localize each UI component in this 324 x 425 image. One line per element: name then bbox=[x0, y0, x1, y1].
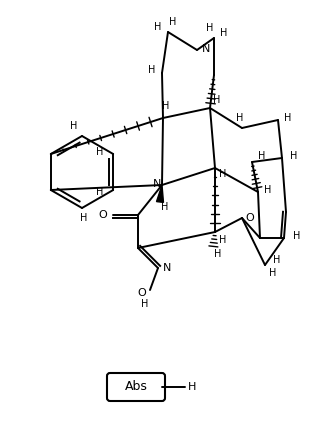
Text: H: H bbox=[258, 151, 266, 161]
Polygon shape bbox=[156, 185, 164, 202]
Text: H: H bbox=[264, 185, 272, 195]
Text: H: H bbox=[273, 255, 281, 265]
Text: O: O bbox=[246, 213, 254, 223]
Text: H: H bbox=[269, 268, 277, 278]
FancyBboxPatch shape bbox=[107, 373, 165, 401]
Text: H: H bbox=[219, 235, 227, 245]
Text: H: H bbox=[154, 22, 162, 32]
Text: H: H bbox=[97, 187, 104, 197]
Text: N: N bbox=[153, 179, 161, 189]
Text: H: H bbox=[284, 113, 292, 123]
Text: H: H bbox=[161, 202, 169, 212]
Text: O: O bbox=[98, 210, 107, 220]
Text: H: H bbox=[219, 169, 227, 179]
Text: N: N bbox=[202, 44, 210, 54]
Text: H: H bbox=[236, 113, 244, 123]
Text: H: H bbox=[220, 28, 228, 38]
Text: H: H bbox=[290, 151, 298, 161]
Text: H: H bbox=[206, 23, 214, 33]
Text: H: H bbox=[141, 299, 149, 309]
Text: H: H bbox=[169, 17, 177, 27]
Text: N: N bbox=[163, 263, 171, 273]
Text: H: H bbox=[293, 231, 301, 241]
Text: H: H bbox=[148, 65, 156, 75]
Text: H: H bbox=[213, 95, 221, 105]
Text: H: H bbox=[97, 147, 104, 157]
Text: O: O bbox=[138, 288, 146, 298]
Text: H: H bbox=[162, 101, 170, 111]
Text: H: H bbox=[214, 249, 222, 259]
Text: H: H bbox=[80, 213, 88, 223]
Text: Abs: Abs bbox=[124, 380, 147, 394]
Text: H: H bbox=[188, 382, 196, 392]
Text: H: H bbox=[70, 121, 78, 131]
